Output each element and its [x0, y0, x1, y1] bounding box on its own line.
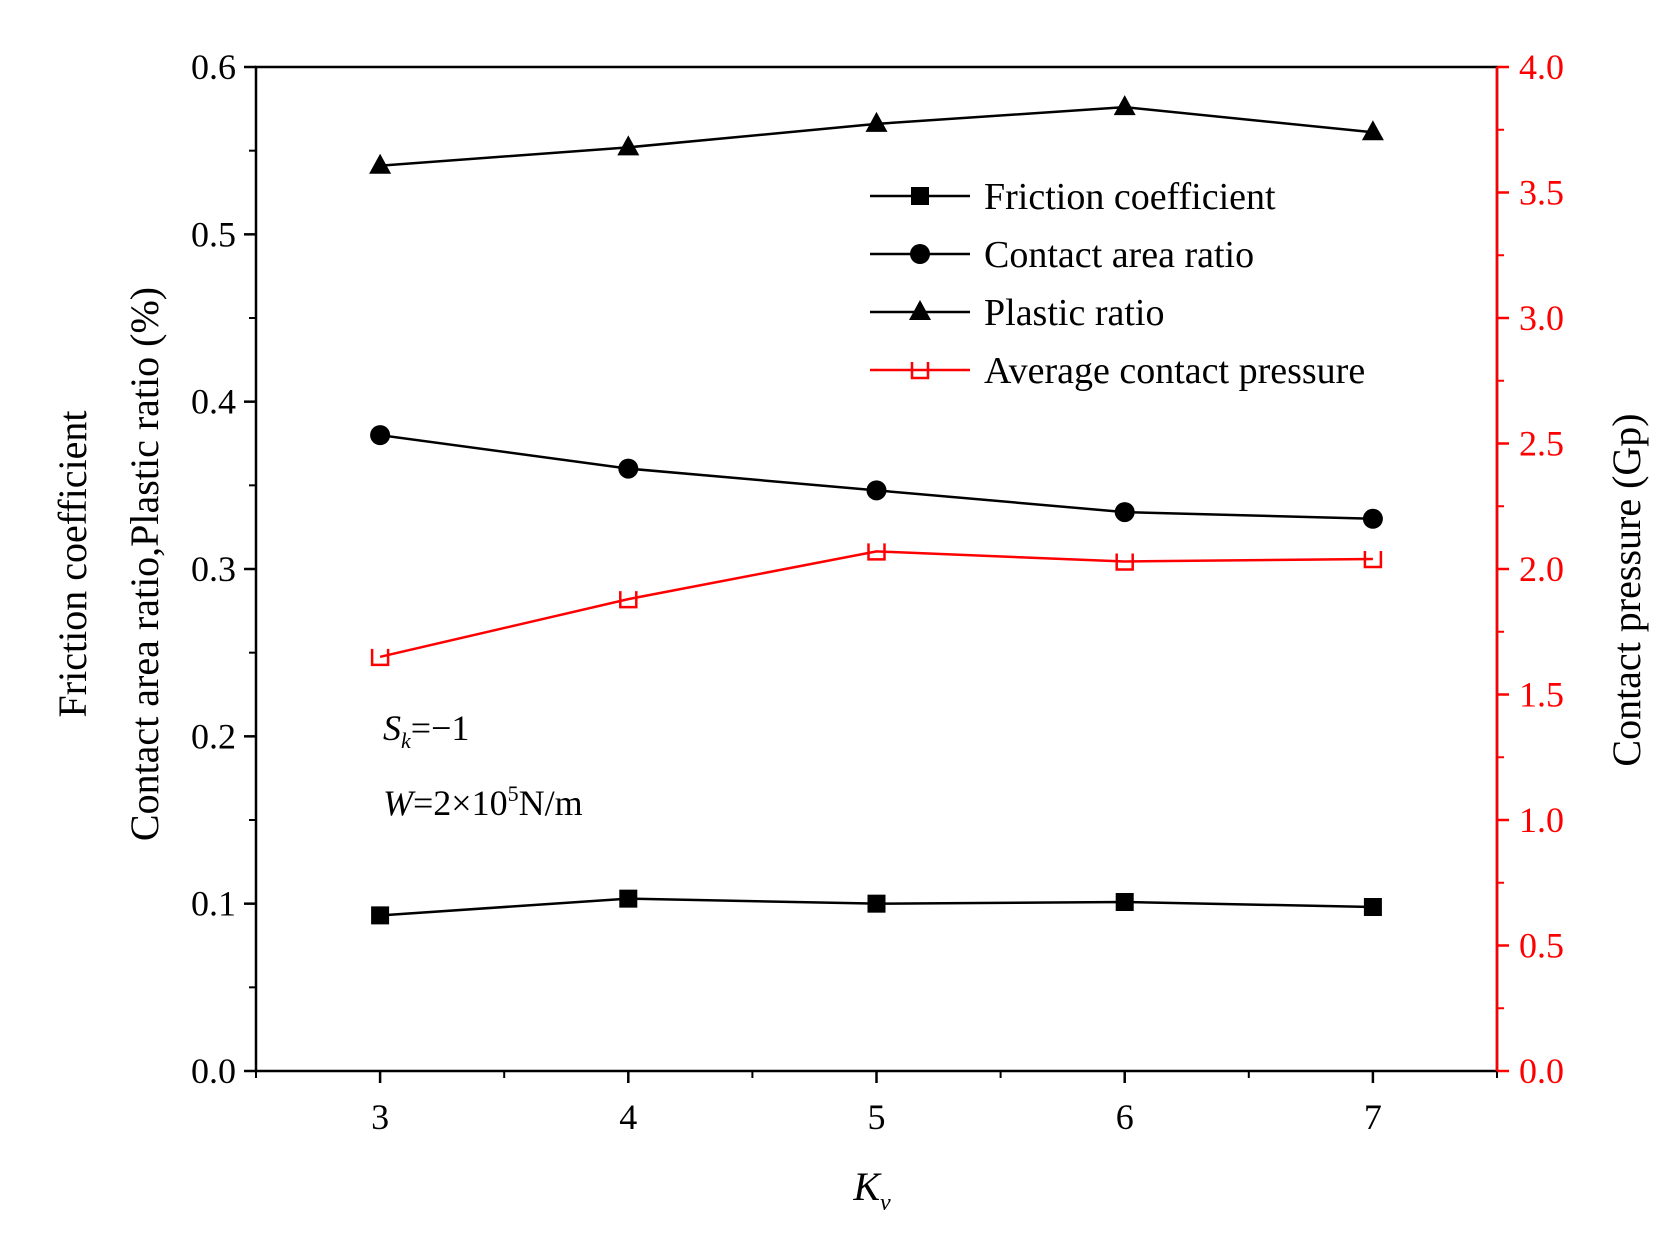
data-point-contact-area-ratio: [618, 458, 639, 479]
x-tick-label: 4: [619, 1097, 637, 1137]
data-point-plastic-ratio: [1113, 95, 1136, 116]
data-point-friction-coefficient: [619, 889, 638, 908]
legend-marker-contact-area-ratio: [910, 244, 930, 264]
right-y-axis-ticks: 0.0 0.5 1.0 1.5 2.0 2.5 3.0 3.5 4.0: [1497, 47, 1564, 1091]
left-y-axis-label-line2: Contact area ratio,Plastic ratio (%): [122, 287, 167, 841]
data-point-average-contact-pressure: [370, 648, 390, 667]
left-y-tick-label: 0.4: [191, 382, 236, 422]
data-point-friction-coefficient: [1115, 892, 1134, 911]
data-point-contact-area-ratio: [1362, 508, 1383, 529]
series-line-average-contact-pressure: [379, 550, 1373, 659]
data-point-contact-area-ratio: [1114, 502, 1135, 523]
data-point-plastic-ratio: [369, 153, 392, 174]
left-y-axis-ticks: 0.0 0.1 0.2 0.3 0.4 0.5 0.6: [191, 47, 256, 1091]
right-y-tick-label: 1.0: [1519, 800, 1564, 840]
data-point-friction-coefficient: [371, 906, 390, 925]
data-point-average-contact-pressure: [1363, 550, 1383, 569]
right-y-tick-label: 0.0: [1519, 1051, 1564, 1091]
x-axis-ticks: 3 4 5 6 7: [255, 1071, 1498, 1137]
legend: Friction coefficient Contact area ratio Pl…: [870, 176, 1365, 392]
right-y-tick-label: 2.5: [1519, 424, 1564, 464]
right-y-tick-label: 2.0: [1519, 549, 1564, 589]
legend-marker-plastic-ratio: [909, 300, 931, 320]
right-y-tick-label: 1.5: [1519, 675, 1564, 715]
data-point-plastic-ratio: [617, 135, 640, 156]
legend-label-contact-area-ratio: Contact area ratio: [984, 234, 1254, 276]
left-y-tick-label: 0.6: [191, 47, 236, 87]
left-y-tick-label: 0.5: [191, 214, 236, 254]
right-y-tick-label: 3.0: [1519, 298, 1564, 338]
annotation-sk: Sk=−1: [383, 708, 469, 753]
x-tick-label: 6: [1116, 1097, 1134, 1137]
legend-marker-average-contact-pressure: [910, 362, 930, 380]
annotation-w: W=2×105N/m: [383, 781, 583, 823]
right-y-tick-label: 4.0: [1519, 47, 1564, 87]
left-y-tick-label: 0.1: [191, 884, 236, 924]
legend-label-friction-coefficient: Friction coefficient: [984, 176, 1276, 218]
legend-label-average-contact-pressure: Average contact pressure: [984, 350, 1365, 392]
data-point-friction-coefficient: [867, 894, 886, 913]
left-y-tick-label: 0.2: [191, 716, 236, 756]
legend-label-plastic-ratio: Plastic ratio: [984, 292, 1164, 334]
legend-marker-friction-coefficient: [911, 187, 929, 205]
right-y-tick-label: 0.5: [1519, 926, 1564, 966]
x-axis-label: Kv: [852, 1164, 891, 1216]
right-y-axis-label: Contact pressure (Gp): [1604, 413, 1649, 766]
data-point-plastic-ratio: [865, 111, 888, 132]
data-point-contact-area-ratio: [370, 425, 391, 446]
data-point-plastic-ratio: [1361, 120, 1384, 141]
left-y-tick-label: 0.0: [191, 1051, 236, 1091]
left-y-tick-label: 0.3: [191, 549, 236, 589]
left-y-axis-label-line1: Friction coefficient: [50, 411, 95, 718]
right-y-tick-label: 3.5: [1519, 173, 1564, 213]
series-layer: [369, 95, 1384, 925]
data-point-average-contact-pressure: [619, 591, 638, 609]
data-point-friction-coefficient: [1363, 898, 1382, 917]
data-point-contact-area-ratio: [866, 480, 887, 501]
data-point-average-contact-pressure: [867, 543, 886, 561]
x-tick-label: 5: [868, 1097, 886, 1137]
x-tick-label: 7: [1364, 1097, 1382, 1137]
data-point-average-contact-pressure: [1115, 553, 1134, 571]
x-tick-label: 3: [371, 1097, 389, 1137]
